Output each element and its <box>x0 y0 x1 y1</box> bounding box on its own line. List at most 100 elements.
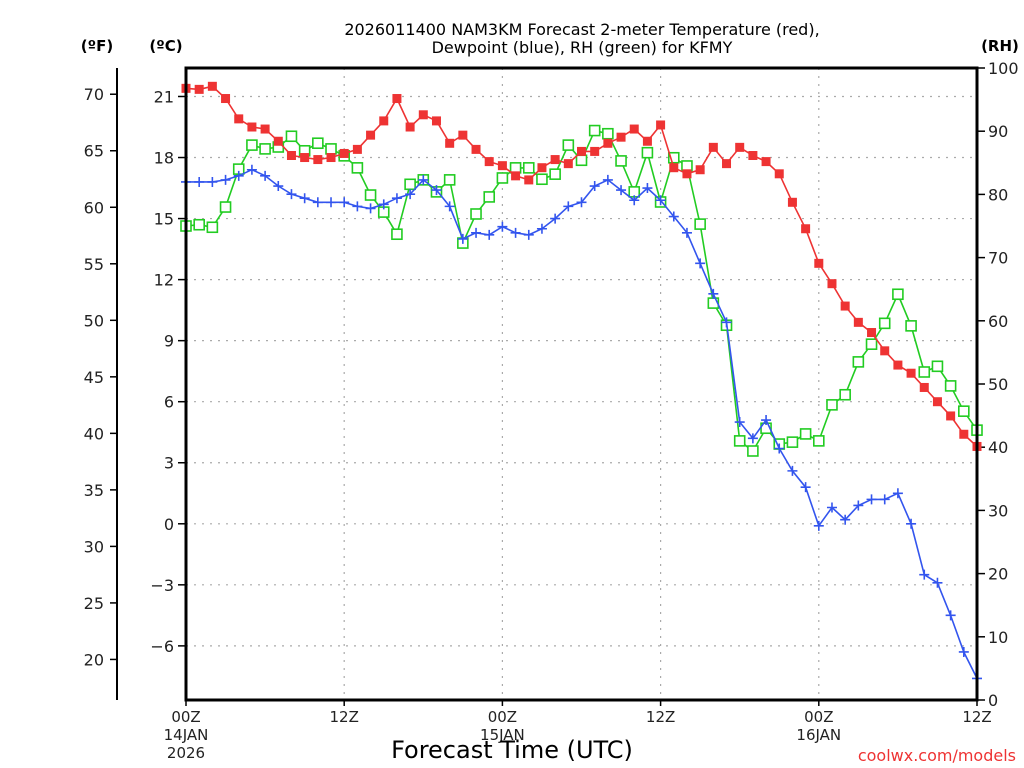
temperature-point <box>919 382 929 392</box>
dewpoint-point <box>787 465 798 476</box>
temperature-point <box>273 136 283 146</box>
temperature-point <box>563 159 573 169</box>
dewpoint-point <box>246 164 257 175</box>
temperature-point <box>880 346 890 356</box>
rh-point <box>812 435 825 447</box>
temperature-point <box>853 317 863 327</box>
time-tick-label: 00Z <box>171 708 200 726</box>
dewpoint-point <box>761 415 772 426</box>
dewpoint-point <box>932 577 943 588</box>
dewpoint-point <box>536 223 547 234</box>
temperature-point <box>787 197 797 207</box>
rh-point <box>615 155 627 167</box>
temperature-point <box>959 429 969 439</box>
dewpoint-point <box>642 183 653 194</box>
temperature-point <box>537 163 547 173</box>
celsius-tick-label: −3 <box>150 576 174 595</box>
rh-point <box>522 162 535 174</box>
temperature-series <box>181 81 982 451</box>
rh-point <box>562 139 575 151</box>
dewpoint-point <box>299 193 310 204</box>
rh-point <box>958 405 970 417</box>
fahrenheit-tick-label: 65 <box>84 142 104 161</box>
rh-point <box>602 127 614 140</box>
dewpoint-point <box>602 174 613 185</box>
rh-point <box>826 399 838 411</box>
temperature-point <box>774 169 784 179</box>
rh-tick-label: 100 <box>988 59 1019 78</box>
dewpoint-point <box>365 203 376 214</box>
temperature-point <box>867 328 877 338</box>
dewpoint-point <box>800 482 811 493</box>
time-tick-date: 16JAN <box>796 726 841 744</box>
temperature-point <box>300 153 310 163</box>
temperature-point <box>418 110 428 120</box>
temperature-point <box>840 301 850 311</box>
dewpoint-point <box>563 201 574 212</box>
rh-point <box>364 189 377 201</box>
rh-series <box>180 124 983 457</box>
rh-point <box>878 317 891 330</box>
branding-link[interactable]: coolwx.com/models <box>858 746 1016 765</box>
rh-point <box>865 338 878 350</box>
temperature-point <box>445 138 455 148</box>
dewpoint-point <box>497 221 508 232</box>
dewpoint-point <box>312 197 323 208</box>
celsius-tick-label: 6 <box>164 393 174 412</box>
temperature-point <box>326 153 336 163</box>
dewpoint-point <box>708 288 719 299</box>
rh-point <box>852 356 865 368</box>
dewpoint-point <box>945 610 956 621</box>
temperature-point <box>431 116 441 126</box>
rh-point <box>905 320 917 332</box>
time-tick-year: 2026 <box>167 744 205 762</box>
dewpoint-point <box>444 201 455 212</box>
temperature-point <box>352 144 362 154</box>
dewpoint-line <box>186 168 978 679</box>
dewpoint-point <box>418 174 429 185</box>
rh-tick-label: 20 <box>988 565 1008 584</box>
temperature-point <box>603 138 613 148</box>
dewpoint-point <box>194 176 205 187</box>
rh-tick-label: 10 <box>988 628 1008 647</box>
temperature-point <box>932 397 942 407</box>
rh-point <box>944 380 957 392</box>
dewpoint-point <box>273 181 284 192</box>
temperature-point <box>827 279 837 289</box>
x-axis-title: Forecast Time (UTC) <box>391 736 633 764</box>
rh-point <box>206 221 219 234</box>
temperature-point <box>906 368 916 378</box>
celsius-tick-label: 3 <box>164 454 174 473</box>
temperature-point <box>471 144 481 154</box>
dewpoint-point <box>378 199 389 210</box>
rh-point <box>312 137 324 150</box>
dewpoint-point <box>866 494 877 505</box>
temperature-point <box>629 124 639 134</box>
celsius-tick-label: 9 <box>164 332 174 351</box>
temperature-point <box>616 132 626 142</box>
temperature-point <box>577 146 586 156</box>
dewpoint-point <box>906 518 917 529</box>
rh-point <box>892 288 904 301</box>
temperature-point <box>893 360 903 370</box>
temperature-point <box>207 81 217 91</box>
fahrenheit-tick-label: 20 <box>84 650 104 669</box>
series-group <box>180 81 983 684</box>
dewpoint-point <box>326 197 337 208</box>
rh-point <box>325 143 337 155</box>
temperature-point <box>497 161 507 171</box>
celsius-tick-label: 0 <box>164 515 174 534</box>
rh-tick-label: 80 <box>988 185 1008 204</box>
fahrenheit-tick-label: 55 <box>84 255 104 274</box>
rh-point <box>549 168 561 180</box>
temperature-point <box>524 175 534 185</box>
rh-tick-label: 40 <box>988 438 1008 457</box>
time-tick-label: 00Z <box>804 708 833 726</box>
fahrenheit-tick-label: 60 <box>84 198 104 217</box>
temperature-point <box>366 130 376 140</box>
temperature-point <box>392 94 402 104</box>
dewpoint-point <box>523 229 534 240</box>
temperature-point <box>748 150 758 160</box>
temperature-line <box>185 85 978 448</box>
